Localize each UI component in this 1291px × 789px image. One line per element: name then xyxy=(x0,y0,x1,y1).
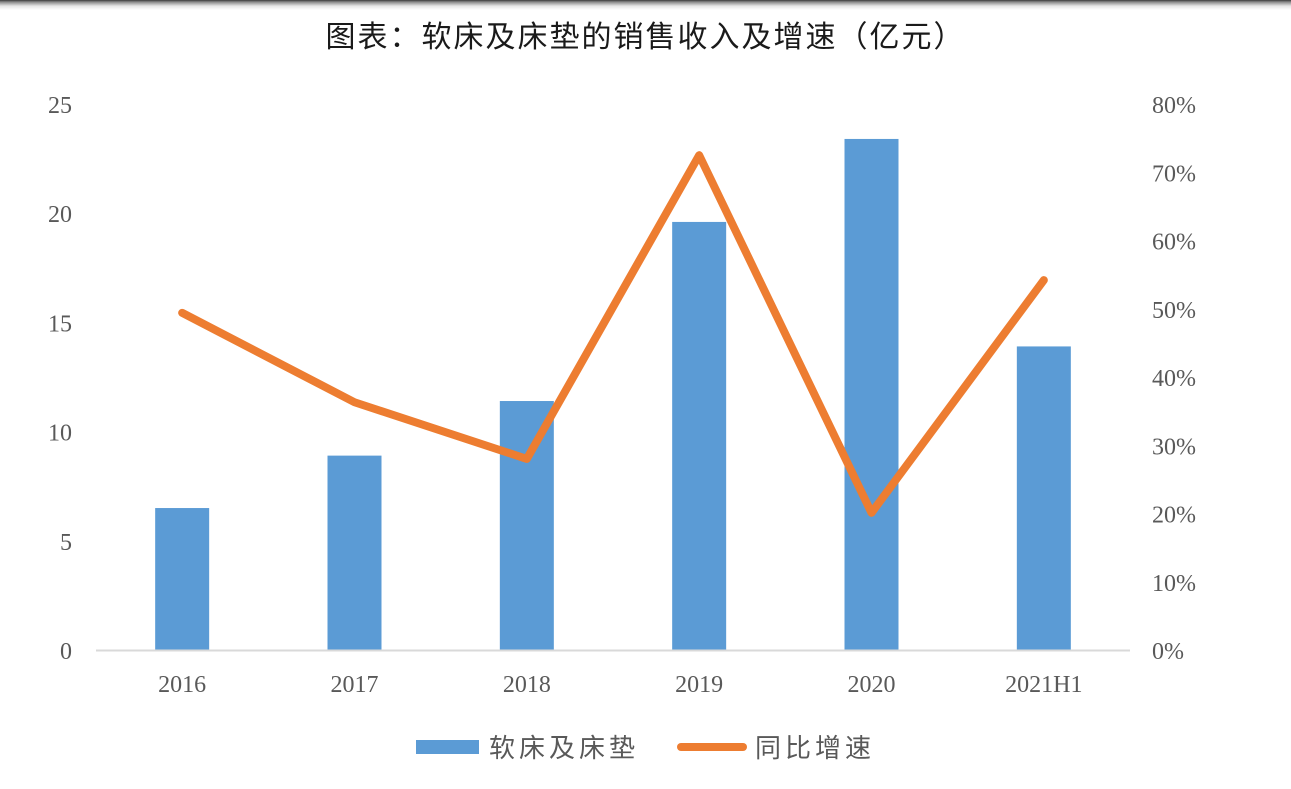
left-axis-tick: 15 xyxy=(48,311,72,337)
bar-2020 xyxy=(844,138,899,650)
bar-2019 xyxy=(672,221,727,650)
left-axis-tick: 5 xyxy=(60,530,72,556)
legend-item-growth: 同比增速 xyxy=(677,728,875,765)
bar-2021H1 xyxy=(1016,346,1071,650)
chart-legend: 软床及床垫 同比增速 xyxy=(0,728,1291,765)
right-axis-tick: 70% xyxy=(1152,161,1196,187)
legend-bar-swatch-icon xyxy=(415,739,479,754)
bar-2016 xyxy=(155,508,210,650)
chart-title: 图表：软床及床垫的销售收入及增速（亿元） xyxy=(325,20,966,55)
legend-label-growth: 同比增速 xyxy=(755,734,876,764)
right-axis-tick: 80% xyxy=(1152,93,1196,119)
legend-label-sales: 软床及床垫 xyxy=(488,734,639,764)
right-axis-tick: 0% xyxy=(1152,639,1184,665)
x-axis-tick: 2021H1 xyxy=(1005,672,1082,698)
left-axis-tick: 20 xyxy=(48,202,72,228)
x-axis-tick: 2018 xyxy=(503,672,551,698)
left-axis-tick: 10 xyxy=(48,421,72,447)
legend-item-sales: 软床及床垫 xyxy=(415,728,639,765)
x-axis-tick: 2016 xyxy=(158,672,206,698)
left-axis-tick: 0 xyxy=(60,639,72,665)
right-axis-tick: 30% xyxy=(1152,434,1196,460)
window-top-edge xyxy=(0,0,1291,10)
right-axis-tick: 20% xyxy=(1152,503,1196,529)
right-axis-tick: 40% xyxy=(1152,366,1196,392)
right-axis-tick: 50% xyxy=(1152,298,1196,324)
x-axis-tick: 2019 xyxy=(675,672,723,698)
x-axis-tick: 2017 xyxy=(331,672,379,698)
bar-2018 xyxy=(499,401,554,650)
legend-line-swatch-icon xyxy=(677,742,747,751)
right-axis-tick: 60% xyxy=(1152,230,1196,256)
left-axis-tick: 25 xyxy=(48,93,72,119)
growth-rate-line xyxy=(178,151,1048,517)
right-axis-tick: 10% xyxy=(1152,571,1196,597)
x-axis-tick: 2020 xyxy=(848,672,896,698)
bar-2017 xyxy=(327,455,382,650)
